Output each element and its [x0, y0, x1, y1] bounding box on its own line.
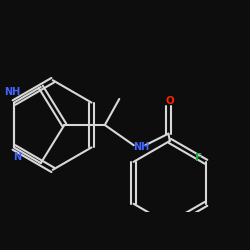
- Text: NH: NH: [133, 142, 149, 152]
- Text: O: O: [166, 96, 174, 106]
- Text: NH: NH: [4, 88, 20, 98]
- Text: F: F: [195, 152, 202, 162]
- Text: N: N: [13, 152, 21, 162]
